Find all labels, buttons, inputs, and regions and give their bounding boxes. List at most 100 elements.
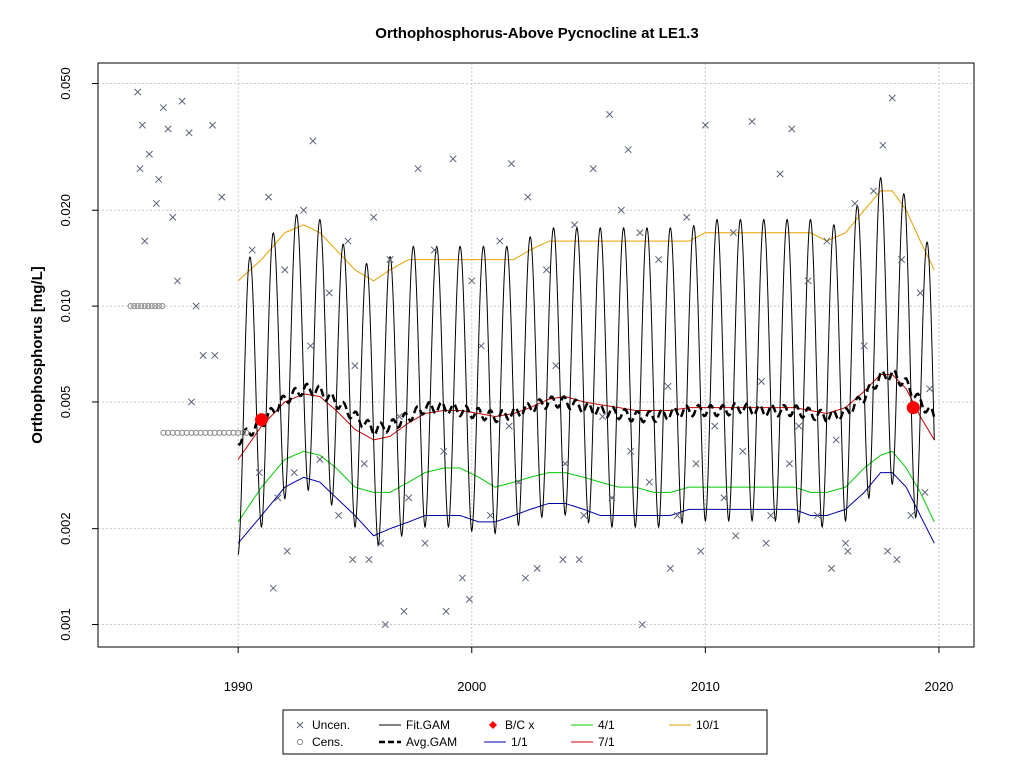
uncen-point: [729, 229, 737, 237]
uncen-point: [666, 564, 674, 573]
uncen-point: [795, 422, 803, 430]
series-line-avg-gam: [237, 368, 936, 447]
uncen-point: [152, 199, 160, 208]
grid: [98, 63, 974, 647]
uncen-point: [400, 607, 408, 615]
uncen-point: [813, 511, 822, 520]
legend-label: Cens.: [312, 735, 343, 749]
y-tick-label: 0.001: [58, 608, 73, 641]
uncen-point: [762, 539, 770, 547]
uncen-point: [405, 494, 413, 502]
cens-point: [216, 429, 223, 436]
uncen-point: [664, 382, 672, 390]
cens-point: [221, 429, 228, 436]
uncen-point: [199, 351, 207, 359]
series-line-10-1: [237, 190, 935, 282]
cens-point: [243, 429, 250, 436]
uncen-point: [381, 620, 389, 629]
uncen-point: [606, 110, 614, 118]
uncen-point: [898, 256, 906, 264]
cens-point: [134, 302, 141, 310]
uncen-point: [136, 165, 144, 173]
uncen-point: [141, 237, 149, 245]
uncen-point: [893, 555, 901, 564]
legend-label: 7/1: [598, 735, 615, 749]
uncen-point: [178, 97, 186, 105]
uncen-point: [325, 289, 333, 297]
uncen-point: [767, 511, 775, 520]
uncen-point: [832, 436, 840, 444]
uncen-point: [701, 121, 709, 129]
uncen-point: [869, 187, 878, 195]
uncen-point: [164, 125, 172, 133]
uncen-point: [360, 460, 368, 468]
cens-point: [160, 429, 167, 436]
legend-label: Fit.GAM: [406, 718, 450, 732]
uncen-point: [138, 121, 146, 129]
uncen-point: [673, 511, 681, 520]
uncen-point: [608, 494, 616, 502]
axis-ticks: 1990 2000 2010 2020 0.001 0.002 0.005 0.010 0.02…: [58, 67, 953, 694]
x-tick-label: 2010: [691, 679, 720, 694]
cens-point: [183, 429, 190, 436]
uncen-point: [823, 237, 831, 245]
bc-point: [255, 413, 269, 427]
cens-point: [178, 429, 186, 436]
uncen-point: [884, 547, 892, 555]
cens-point: [174, 429, 181, 436]
uncen-point: [477, 342, 485, 350]
uncen-point: [395, 412, 403, 421]
uncen-point: [627, 447, 635, 455]
uncen-point: [421, 539, 429, 547]
uncen-point: [739, 447, 747, 455]
uncen-point: [788, 125, 796, 133]
uncen-point: [636, 229, 644, 237]
uncen-point: [430, 246, 438, 254]
uncen-point: [264, 193, 273, 201]
uncen-point: [208, 121, 217, 129]
uncen-point: [683, 213, 691, 221]
cens-point: [152, 302, 159, 310]
cens-point: [225, 429, 232, 436]
legend-label: 1/1: [511, 735, 528, 749]
cens-point: [230, 429, 237, 436]
uncen-point: [888, 94, 896, 102]
uncen-point: [580, 511, 588, 520]
uncen-point: [827, 564, 836, 573]
uncen-point: [785, 460, 794, 468]
uncen-point: [211, 351, 219, 359]
uncen-point: [269, 584, 277, 592]
uncen-point: [465, 595, 473, 603]
cens-point: [138, 302, 145, 310]
uncen-point: [552, 362, 560, 370]
uncen-point: [145, 150, 153, 158]
cens-point: [159, 302, 166, 310]
uncen-point: [514, 478, 523, 486]
cens-point: [148, 302, 155, 310]
y-tick-label: 0.010: [58, 290, 73, 323]
uncen-point: [589, 165, 597, 173]
uncen-point: [496, 237, 504, 245]
bc-point: [906, 401, 920, 415]
x-tick-label: 1990: [224, 679, 253, 694]
cens-point: [239, 429, 246, 436]
cens-point: [127, 302, 134, 310]
x-tick-label: 2000: [457, 679, 486, 694]
uncen-point: [255, 469, 263, 477]
uncen-point: [386, 256, 394, 264]
uncen-point: [711, 422, 719, 430]
cens-point: [235, 429, 242, 436]
uncen-point: [316, 455, 324, 463]
uncen-point: [300, 206, 308, 214]
legend-label: B/C x: [505, 718, 534, 732]
uncen-point: [414, 165, 422, 173]
uncen-point: [757, 377, 765, 385]
cens-point: [202, 429, 209, 436]
uncen-point: [365, 555, 373, 564]
legend-label: 4/1: [598, 718, 615, 732]
uncen-point: [575, 555, 583, 564]
uncen-point: [307, 342, 315, 350]
uncen-point: [370, 213, 378, 221]
y-tick-label: 0.020: [58, 194, 73, 227]
uncen-point: [804, 277, 812, 285]
